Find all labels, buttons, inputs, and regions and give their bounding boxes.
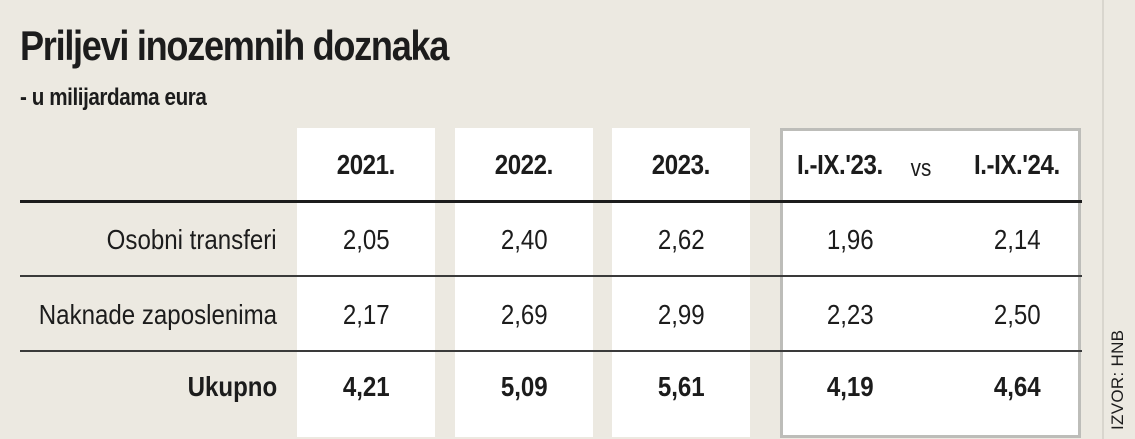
table-cell: 2,69 [500, 299, 548, 330]
table-cell: 2,40 [500, 224, 548, 255]
source-divider [1102, 0, 1104, 439]
column-background-2022 [455, 128, 593, 437]
page-title: Priljevi inozemnih doznaka [20, 22, 449, 69]
column-header-i-ix-24: I.-IX.'24. [974, 149, 1060, 180]
table-cell: 5,09 [500, 371, 548, 402]
comparison-highlight-box [780, 128, 1081, 438]
column-background-2023 [612, 128, 750, 437]
table-cell: 5,61 [657, 371, 705, 402]
table-cell: 4,64 [993, 371, 1041, 402]
table-cell: 2,05 [342, 224, 390, 255]
table-cell: 2,14 [993, 224, 1041, 255]
row-divider [20, 275, 1082, 277]
column-header-2022: 2022. [494, 149, 554, 180]
table-cell: 2,17 [342, 299, 390, 330]
table-cell: 1,96 [826, 224, 874, 255]
table-cell: 4,21 [342, 371, 390, 402]
table-cell: 4,19 [826, 371, 874, 402]
row-divider [20, 350, 1082, 352]
table-cell: 2,99 [657, 299, 705, 330]
row-label-ukupno: Ukupno [187, 371, 277, 402]
table-cell: 2,62 [657, 224, 705, 255]
column-header-2023: 2023. [651, 149, 711, 180]
column-header-i-ix-23: I.-IX.'23. [797, 149, 883, 180]
table-cell: 2,23 [826, 299, 874, 330]
header-rule [20, 200, 1082, 203]
vs-label: vs [910, 155, 932, 182]
column-header-2021: 2021. [336, 149, 396, 180]
table-cell: 2,50 [993, 299, 1041, 330]
page-subtitle: - u milijardama eura [20, 84, 207, 111]
source-note: IZVOR: HNB [1108, 329, 1127, 430]
row-label-naknade-zaposlenima: Naknade zaposlenima [38, 299, 277, 330]
row-label-osobni-transferi: Osobni transferi [107, 224, 277, 255]
column-background-2021 [297, 128, 435, 437]
